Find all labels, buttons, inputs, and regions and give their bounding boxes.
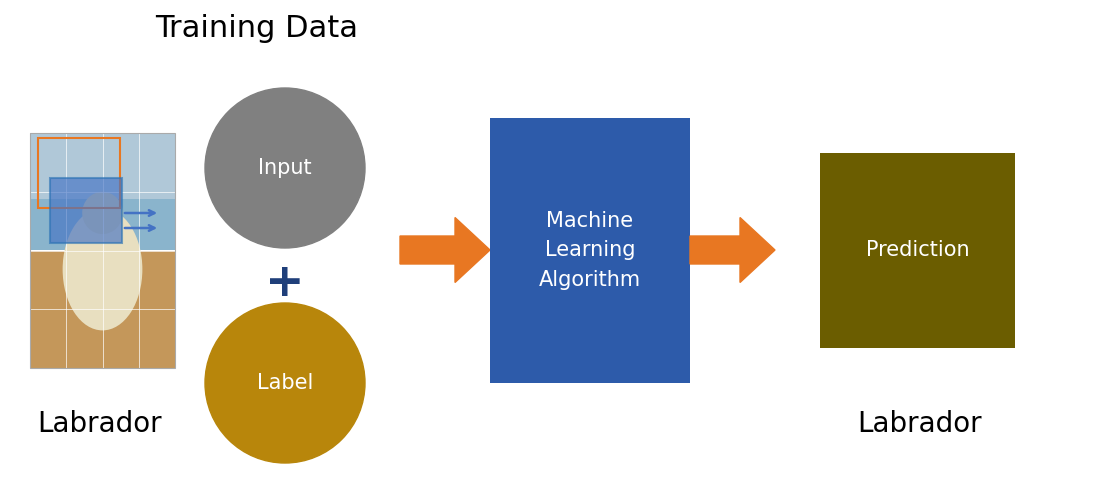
Text: Prediction: Prediction bbox=[865, 241, 969, 260]
Text: Input: Input bbox=[259, 158, 312, 178]
FancyArrow shape bbox=[400, 218, 490, 282]
Bar bbox=[490, 118, 690, 383]
Circle shape bbox=[205, 303, 366, 463]
Bar bbox=[30, 250, 175, 368]
Ellipse shape bbox=[63, 208, 142, 330]
FancyArrow shape bbox=[690, 218, 775, 282]
Bar bbox=[39, 138, 120, 208]
Text: Machine
Learning
Algorithm: Machine Learning Algorithm bbox=[538, 211, 641, 290]
Bar bbox=[30, 133, 175, 368]
Bar bbox=[30, 133, 175, 250]
Bar bbox=[30, 133, 175, 199]
Text: Training Data: Training Data bbox=[155, 14, 358, 43]
Ellipse shape bbox=[83, 192, 123, 234]
Circle shape bbox=[205, 88, 366, 248]
Bar bbox=[820, 153, 1015, 348]
Bar bbox=[50, 178, 122, 243]
Text: Labrador: Labrador bbox=[858, 410, 982, 438]
Text: +: + bbox=[265, 260, 305, 305]
Text: Labrador: Labrador bbox=[37, 410, 162, 438]
Text: Label: Label bbox=[257, 373, 313, 393]
